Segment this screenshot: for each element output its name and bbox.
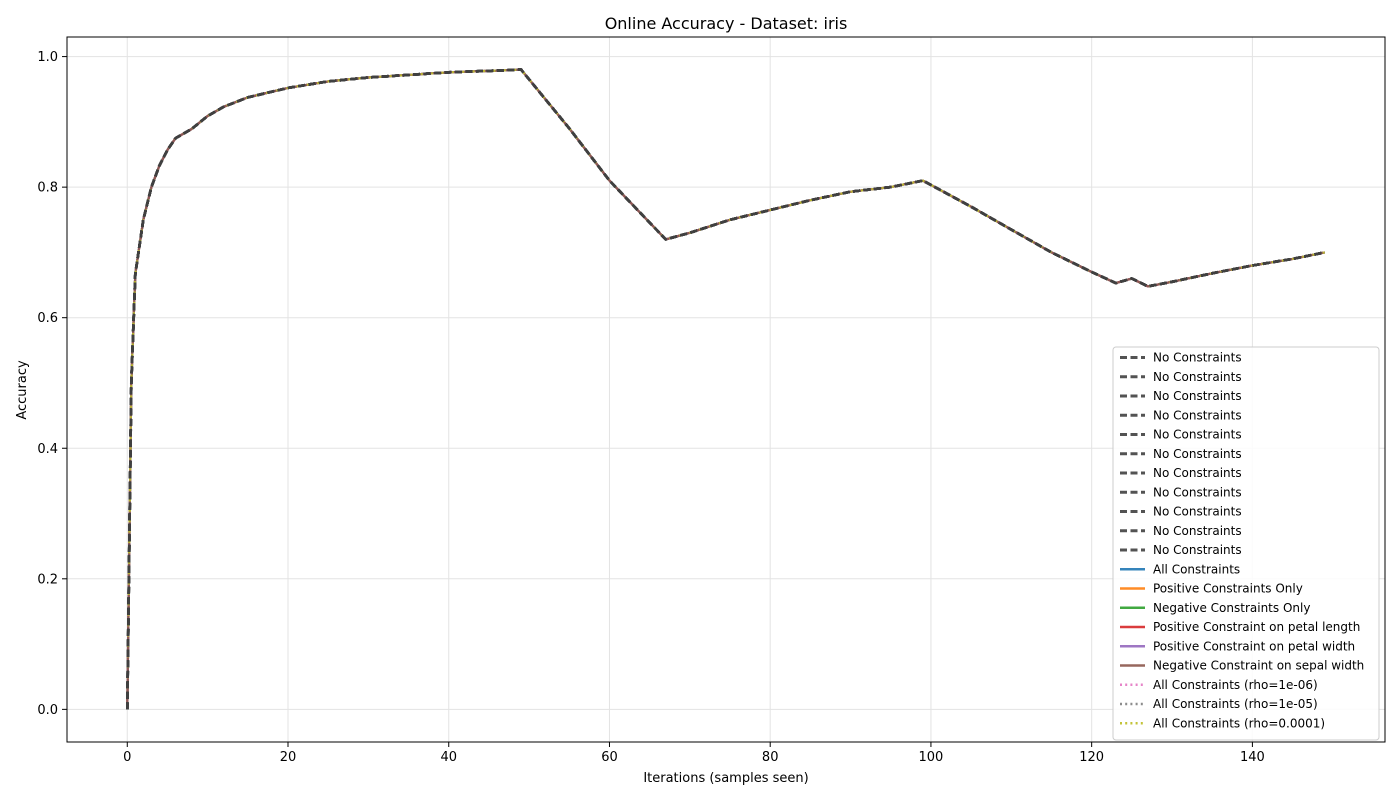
legend-entry-label: Positive Constraints Only <box>1153 582 1303 596</box>
legend-entry-label: No Constraints <box>1153 485 1242 499</box>
x-axis-ticks: 0 20 40 60 80 100 120 140 <box>123 742 1265 765</box>
legend: No Constraints No Constraints No Constrain… <box>1112 346 1380 741</box>
y-tick-label: 0.2 <box>37 572 58 587</box>
legend-entry-label: All Constraints <box>1153 562 1240 576</box>
x-tick-label: 40 <box>440 750 457 765</box>
y-axis-label: Accuracy <box>15 360 30 420</box>
legend-entry-label: No Constraints <box>1153 389 1242 403</box>
y-tick-label: 0.0 <box>37 703 58 718</box>
legend-entry-label: No Constraints <box>1153 428 1242 442</box>
chart-title: Online Accuracy - Dataset: iris <box>605 14 848 33</box>
x-tick-label: 140 <box>1240 750 1265 765</box>
y-tick-label: 0.8 <box>37 181 58 196</box>
y-tick-label: 0.6 <box>37 311 58 326</box>
y-tick-label: 0.4 <box>37 442 58 457</box>
legend-entry-label: No Constraints <box>1153 543 1242 557</box>
x-tick-label: 120 <box>1079 750 1104 765</box>
plot-area-frame <box>66 36 1386 743</box>
legend-entry-label: Negative Constraint on sepal width <box>1153 659 1364 673</box>
x-axis-label: Iterations (samples seen) <box>643 771 808 786</box>
x-tick-label: 20 <box>280 750 297 765</box>
legend-entry-label: All Constraints (rho=1e-05) <box>1153 697 1318 711</box>
legend-entry-label: Negative Constraints Only <box>1153 601 1310 615</box>
legend-entry-label: Positive Constraint on petal length <box>1153 620 1360 634</box>
x-tick-label: 60 <box>601 750 618 765</box>
legend-entry-label: No Constraints <box>1153 505 1242 519</box>
x-tick-label: 0 <box>123 750 131 765</box>
x-tick-label: 100 <box>919 750 944 765</box>
legend-box <box>1112 346 1380 741</box>
legend-entry-label: All Constraints (rho=1e-06) <box>1153 678 1318 692</box>
legend-entry-label: No Constraints <box>1153 447 1242 461</box>
series-line-10 <box>126 68 1325 710</box>
legend-entry-label: No Constraints <box>1153 466 1242 480</box>
legend-entry-label: No Constraints <box>1153 351 1242 365</box>
legend-entry-label: All Constraints (rho=0.0001) <box>1153 716 1325 730</box>
legend-entry-label: No Constraints <box>1153 408 1242 422</box>
x-tick-label: 80 <box>762 750 779 765</box>
legend-entry-label: No Constraints <box>1153 524 1242 538</box>
series-lines <box>126 68 1325 710</box>
y-axis-ticks: 0.0 0.2 0.4 0.6 0.8 1.0 <box>37 50 67 718</box>
legend-entry-label: No Constraints <box>1153 370 1242 384</box>
legend-entry-label: Positive Constraint on petal width <box>1153 639 1355 653</box>
y-tick-label: 1.0 <box>37 50 58 65</box>
